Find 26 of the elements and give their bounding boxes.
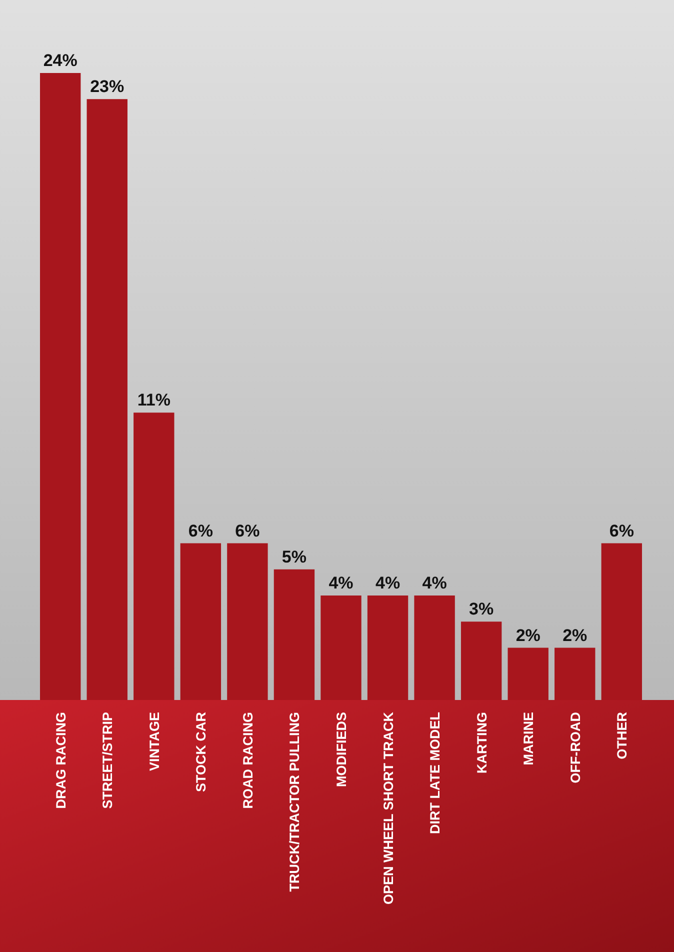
data-label: 3%	[469, 600, 494, 619]
data-label: 6%	[188, 521, 213, 540]
data-label: 23%	[90, 77, 124, 96]
x-tick-label: OFF-ROAD	[568, 712, 583, 784]
data-label: 2%	[562, 626, 588, 645]
x-tick-label: MODIFIEDS	[334, 712, 349, 788]
data-label: 6%	[235, 521, 260, 540]
data-label: 4%	[328, 574, 354, 592]
data-label: 6%	[609, 521, 634, 540]
x-tick-label: MARINE	[521, 712, 536, 766]
data-label: 4%	[375, 574, 400, 592]
data-label: 11%	[137, 390, 170, 410]
x-tick-label: DIRT LATE MODEL	[428, 712, 443, 834]
x-tick-label: OTHER	[614, 712, 630, 760]
data-label: 24%	[43, 51, 78, 70]
x-tick-label: VINTAGE	[146, 712, 162, 772]
x-tick-label: STOCK CAR	[194, 712, 209, 792]
data-label: 5%	[282, 547, 307, 566]
x-tick-label: STREET/STRIP	[100, 712, 116, 809]
x-tick-label: KARTING	[474, 712, 490, 774]
data-label: 2%	[516, 626, 540, 645]
x-tick-label: DRAG RACING	[53, 712, 68, 809]
x-tick-label: ROAD RACING	[240, 712, 256, 809]
x-tick-label: TRUCK/TRACTOR PULLING	[287, 712, 302, 892]
data-label: 4%	[422, 574, 447, 592]
x-tick-label: OPEN WHEEL SHORT TRACK	[380, 712, 396, 905]
